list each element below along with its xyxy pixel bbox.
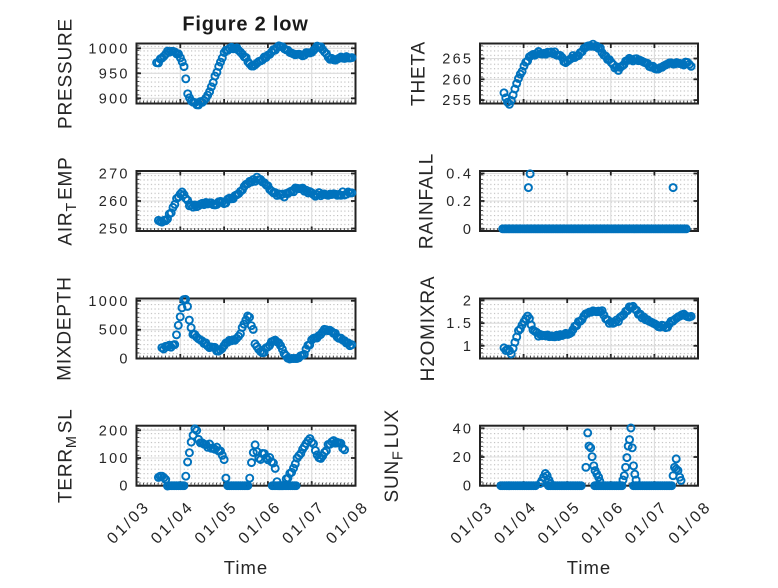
- svg-text:200: 200: [99, 423, 130, 439]
- svg-text:0.4: 0.4: [446, 167, 473, 183]
- svg-text:0: 0: [119, 479, 129, 495]
- svg-text:260: 260: [442, 72, 473, 88]
- svg-text:255: 255: [442, 93, 473, 109]
- svg-text:40: 40: [453, 421, 474, 437]
- svg-text:0: 0: [463, 222, 473, 238]
- svg-text:900: 900: [99, 91, 130, 107]
- svg-text:270: 270: [99, 167, 130, 183]
- svg-text:2: 2: [463, 294, 473, 310]
- svg-text:20: 20: [453, 450, 474, 466]
- svg-text:250: 250: [99, 222, 130, 238]
- svg-text:Time: Time: [224, 557, 268, 578]
- svg-text:100: 100: [99, 451, 130, 467]
- svg-text:TERRMSL: TERRMSL: [56, 408, 81, 503]
- svg-text:1000: 1000: [88, 294, 129, 310]
- svg-text:RAINFALL: RAINFALL: [417, 153, 438, 249]
- svg-text:265: 265: [442, 52, 473, 68]
- svg-text:PRESSURE: PRESSURE: [56, 18, 77, 129]
- svg-text:500: 500: [99, 323, 130, 339]
- svg-text:0.2: 0.2: [446, 194, 473, 210]
- svg-text:THETA: THETA: [409, 41, 430, 106]
- svg-text:1000: 1000: [88, 41, 129, 57]
- svg-text:1: 1: [463, 339, 473, 355]
- svg-text:Time: Time: [567, 557, 611, 578]
- svg-text:950: 950: [99, 66, 130, 82]
- svg-text:0: 0: [119, 352, 129, 368]
- svg-text:Figure 2 low: Figure 2 low: [182, 14, 308, 36]
- svg-text:0: 0: [463, 479, 473, 495]
- svg-text:1.5: 1.5: [446, 316, 473, 332]
- svg-text:260: 260: [99, 194, 130, 210]
- svg-text:H2OMIXRA: H2OMIXRA: [418, 276, 439, 382]
- svg-text:MIXDEPTH: MIXDEPTH: [55, 276, 76, 381]
